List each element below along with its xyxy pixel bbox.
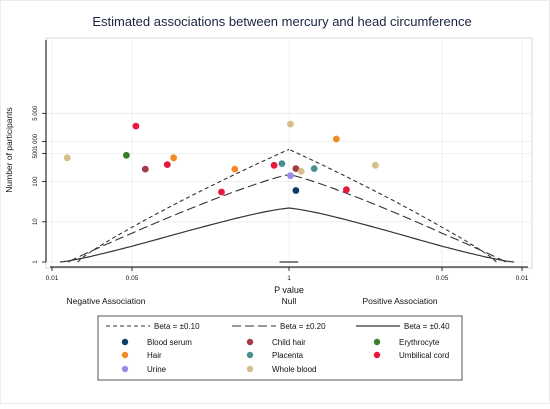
data-point bbox=[297, 167, 305, 175]
data-point bbox=[292, 165, 300, 173]
legend-contour-label: Beta = ±0.10 bbox=[154, 322, 200, 331]
contour-solid-left bbox=[59, 207, 290, 263]
data-point bbox=[287, 172, 294, 180]
legend-marker bbox=[246, 351, 254, 359]
chart-title: Estimated associations between mercury a… bbox=[92, 14, 471, 29]
x-tick-label: 0.05 bbox=[436, 275, 449, 282]
legend-marker bbox=[246, 338, 254, 346]
y-tick-label: 5 000 bbox=[33, 105, 39, 121]
legend-series-label: Blood serum bbox=[147, 338, 192, 347]
legend-series-label: Placenta bbox=[272, 351, 304, 360]
x-tick-label: 0.01 bbox=[516, 275, 529, 282]
data-point bbox=[333, 135, 340, 143]
data-point bbox=[278, 160, 286, 168]
y-tick-label: 100 bbox=[33, 176, 39, 187]
data-point bbox=[170, 154, 178, 162]
contour-short-dash-left bbox=[77, 148, 290, 263]
data-point bbox=[292, 187, 300, 194]
contour-solid-right bbox=[288, 207, 515, 263]
legend-series-label: Erythrocyte bbox=[399, 338, 440, 347]
legend-marker bbox=[121, 365, 129, 373]
data-point bbox=[63, 154, 71, 162]
legend: Beta = ±0.10 Beta = ±0.20 Beta = ±0.40 Bloo… bbox=[106, 322, 450, 374]
legend-series-label: Whole blood bbox=[272, 365, 316, 374]
x-axis-ticks: 0.01 0.05 1 0.05 0.01 bbox=[46, 267, 529, 282]
x-axis-label: P value bbox=[274, 285, 304, 295]
legend-series-label: Umbilical cord bbox=[399, 351, 449, 360]
legend-box bbox=[97, 315, 463, 381]
legend-marker bbox=[121, 338, 129, 346]
y-tick-label: 1 000 bbox=[33, 133, 39, 149]
contour-short-dash-right bbox=[288, 148, 497, 263]
data-point bbox=[287, 120, 294, 128]
legend-series-label: Child hair bbox=[272, 338, 306, 347]
contour-lines bbox=[59, 148, 515, 263]
data-points bbox=[63, 120, 379, 196]
legend-contour-label: Beta = ±0.40 bbox=[404, 322, 450, 331]
contour-long-dash-right bbox=[288, 173, 507, 263]
x-tick-label: 1 bbox=[287, 275, 291, 282]
legend-marker bbox=[246, 365, 254, 373]
data-point bbox=[310, 165, 318, 173]
x-tick-label: 0.01 bbox=[46, 275, 59, 282]
data-point bbox=[218, 188, 225, 196]
data-point bbox=[270, 161, 278, 169]
data-point bbox=[123, 151, 130, 159]
x-tick-label: 0.05 bbox=[126, 275, 139, 282]
legend-marker bbox=[121, 351, 129, 359]
legend-contour-label: Beta = ±0.20 bbox=[280, 322, 326, 331]
negative-association-label: Negative Association bbox=[67, 296, 146, 306]
legend-series-label: Hair bbox=[147, 351, 162, 360]
positive-association-label: Positive Association bbox=[362, 296, 437, 306]
legend-marker bbox=[373, 338, 381, 346]
legend-series-label: Urine bbox=[147, 365, 167, 374]
data-point bbox=[372, 161, 379, 169]
data-point bbox=[163, 161, 171, 169]
data-point bbox=[141, 165, 149, 173]
data-point bbox=[132, 122, 140, 130]
null-label: Null bbox=[282, 296, 297, 306]
contour-long-dash-left bbox=[67, 173, 290, 263]
legend-marker bbox=[373, 351, 381, 359]
y-tick-label: 500 bbox=[33, 148, 39, 159]
y-axis-label: Number of participants bbox=[4, 107, 14, 193]
gridlines bbox=[47, 40, 531, 266]
data-point bbox=[343, 186, 350, 194]
y-tick-label: 1 bbox=[33, 260, 39, 264]
y-tick-label: 10 bbox=[33, 218, 39, 225]
data-point bbox=[231, 165, 239, 173]
